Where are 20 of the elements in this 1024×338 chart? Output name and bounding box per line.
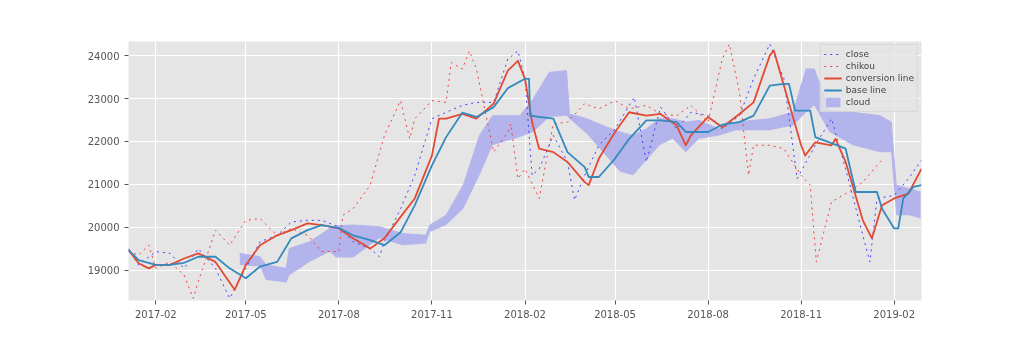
legend-label: conversion line xyxy=(845,72,914,84)
y-tick-label: 22000 xyxy=(87,136,120,148)
x-tick-label: 2017-02 xyxy=(134,308,177,320)
x-tick-label: 2018-08 xyxy=(687,308,729,320)
x-tick-label: 2017-11 xyxy=(411,308,453,320)
legend-label: base line xyxy=(845,84,887,96)
x-tick-label: 2018-11 xyxy=(780,308,823,320)
x-tick-label: 2017-08 xyxy=(318,308,360,320)
y-tick-label: 19000 xyxy=(87,265,120,277)
legend-label: cloud xyxy=(845,96,871,108)
x-tick-label: 2019-02 xyxy=(873,308,916,320)
x-tick-label: 2017-05 xyxy=(224,308,267,320)
x-tick-label: 2018-02 xyxy=(504,308,546,320)
legend-label: chikou xyxy=(845,60,876,72)
y-tick-label: 24000 xyxy=(87,50,120,62)
x-tick-label: 2018-05 xyxy=(594,308,636,320)
y-tick-label: 20000 xyxy=(87,222,120,234)
y-tick-label: 21000 xyxy=(87,179,120,191)
legend-label: close xyxy=(845,48,869,60)
y-tick-label: 23000 xyxy=(87,93,120,105)
